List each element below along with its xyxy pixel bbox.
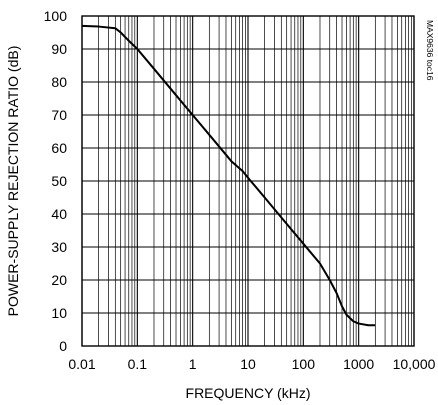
x-tick-label: 100 — [292, 356, 316, 372]
x-tick-label: 1 — [189, 356, 197, 372]
y-tick-label: 80 — [51, 74, 67, 90]
figure-id-annotation: MAX9636 toc16 — [425, 20, 435, 81]
grid-lines — [81, 15, 414, 347]
y-tick-label: 50 — [51, 173, 67, 189]
y-tick-label: 30 — [51, 239, 67, 255]
x-axis-title: FREQUENCY (kHz) — [186, 385, 311, 401]
y-tick-label: 100 — [44, 8, 68, 24]
x-tick-labels: 0.01 0.1 1 10 100 1000 10,000 — [68, 356, 435, 372]
x-tick-label: 10 — [240, 356, 256, 372]
y-tick-label: 10 — [51, 305, 67, 321]
x-tick-label: 1000 — [343, 356, 374, 372]
y-tick-labels: 0 10 20 30 40 50 60 70 80 90 100 — [44, 8, 68, 354]
series-line-psrr — [81, 24, 376, 327]
y-tick-label: 70 — [51, 107, 67, 123]
y-tick-label: 20 — [51, 272, 67, 288]
y-tick-label: 0 — [59, 338, 67, 354]
y-tick-label: 90 — [51, 41, 67, 57]
x-tick-label: 0.01 — [68, 356, 95, 372]
y-tick-label: 40 — [51, 206, 67, 222]
x-tick-label: 10,000 — [393, 356, 436, 372]
y-axis-title: POWER-SUPPLY REJECTION RATIO (dB) — [5, 46, 21, 317]
y-tick-label: 60 — [51, 140, 67, 156]
plot-frame — [81, 15, 415, 347]
x-tick-label: 0.1 — [128, 356, 148, 372]
